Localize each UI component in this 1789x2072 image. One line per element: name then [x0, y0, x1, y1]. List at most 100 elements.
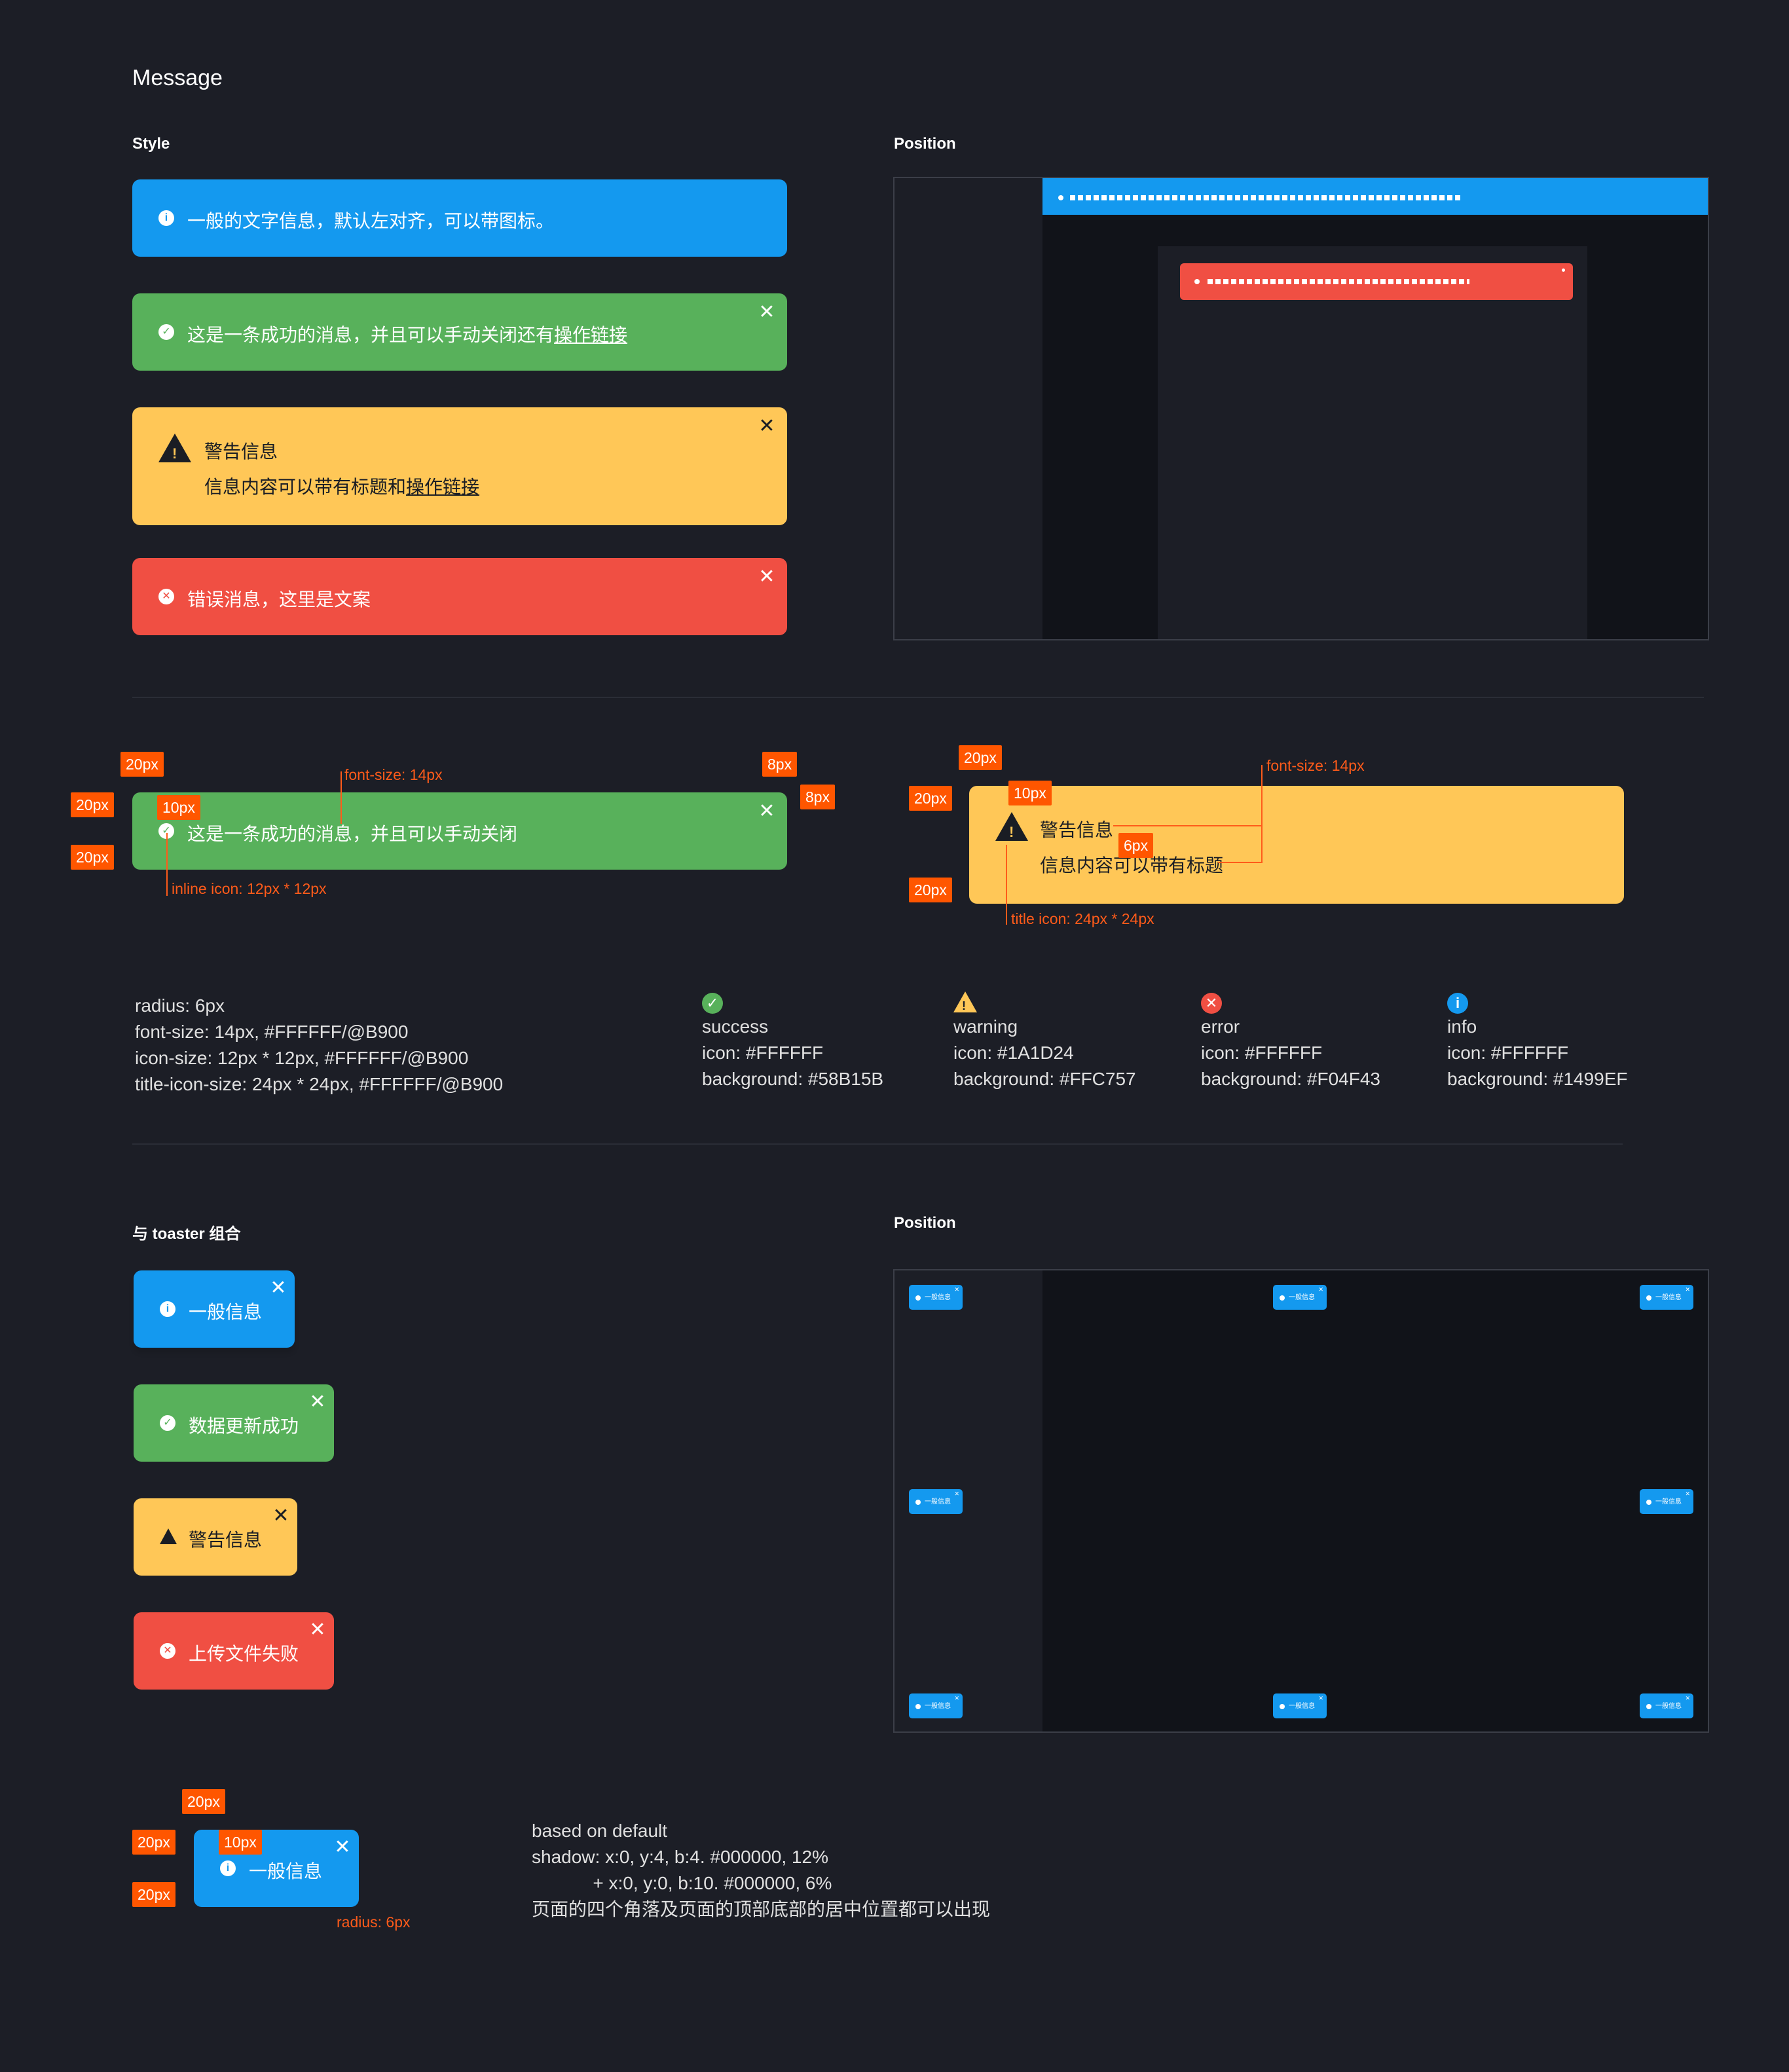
spec-tag-top: 20px: [182, 1789, 225, 1814]
icon-size-note: inline icon: 12px * 12px: [172, 880, 327, 897]
warning-action-link[interactable]: 操作链接: [406, 477, 480, 497]
mini-toast-top-left: 一般信息 ✕: [909, 1285, 963, 1310]
spec-warning-body: 信息内容可以带有标题: [1040, 855, 1224, 876]
spec-tag-right: 8px: [800, 785, 836, 809]
preview-top-banner: [1042, 178, 1708, 215]
success-message-text: 这是一条成功的消息，并且可以手动关闭还有操作链接: [187, 325, 628, 345]
error-placeholder-close: [1562, 268, 1565, 272]
success-specs: success icon: #FFFFFF background: #58B15…: [702, 1016, 884, 1089]
close-icon[interactable]: ✕: [270, 1277, 287, 1299]
font-size-leader-h: [1113, 825, 1263, 826]
spec-toast: i 一般信息 ✕: [194, 1830, 359, 1907]
toast-warning-text: 警告信息: [189, 1530, 263, 1550]
preview-sidebar: [894, 178, 1042, 639]
spec-tag-bottom: 20px: [71, 845, 114, 870]
spec-tag-icon-gap: 10px: [157, 795, 200, 820]
warning-title: 警告信息: [204, 441, 278, 462]
close-icon[interactable]: ✕: [758, 566, 775, 587]
info-icon: i: [158, 210, 174, 226]
spec-tag-bottom: 20px: [909, 878, 952, 902]
error-icon: ✕: [160, 1643, 175, 1659]
radius-note: radius: 6px: [337, 1914, 411, 1931]
close-icon[interactable]: ✕: [272, 1505, 289, 1526]
mini-toast-bottom-left: 一般信息 ✕: [909, 1693, 963, 1718]
font-size-note: font-size: 14px: [1266, 757, 1365, 774]
spec-warning-title: 警告信息: [1040, 820, 1114, 840]
close-icon[interactable]: ✕: [309, 1619, 326, 1640]
mini-toast-top-right: 一般信息 ✕: [1640, 1285, 1693, 1310]
font-size-note: font-size: 14px: [344, 766, 443, 783]
warning-icon-mark: !: [172, 445, 177, 462]
info-icon: i: [220, 1860, 236, 1876]
warning-body: 信息内容可以带有标题和操作链接: [204, 477, 480, 497]
toast-warning: 警告信息 ✕: [134, 1498, 297, 1576]
warning-icon: [160, 1528, 177, 1544]
check-icon: ✓: [160, 1415, 175, 1431]
spec-toast-text: 一般信息: [249, 1861, 323, 1881]
toast-error: ✕ 上传文件失败 ✕: [134, 1612, 334, 1690]
mini-toast-middle-right: 一般信息 ✕: [1640, 1489, 1693, 1514]
close-icon[interactable]: ✕: [758, 415, 775, 437]
warning-specs: warning icon: #1A1D24 background: #FFC75…: [953, 1016, 1136, 1089]
close-icon[interactable]: ✕: [334, 1836, 351, 1858]
preview-content-area: [1158, 246, 1587, 639]
section-divider: [132, 1143, 1623, 1145]
close-icon[interactable]: ✕: [758, 800, 775, 822]
warning-message: ! 警告信息 信息内容可以带有标题和操作链接 ✕: [132, 407, 787, 525]
success-icon: ✓: [702, 993, 723, 1014]
spec-success-text: 这是一条成功的消息，并且可以手动关闭: [187, 824, 518, 844]
error-icon: ✕: [158, 589, 174, 604]
toast-success-text: 数据更新成功: [189, 1416, 299, 1436]
info-icon: i: [160, 1301, 175, 1317]
title-icon-leader: [1006, 845, 1007, 925]
toaster-position-label: Position: [894, 1214, 956, 1232]
error-placeholder-text: [1208, 279, 1469, 284]
error-message: ✕ 错误消息，这里是文案 ✕: [132, 558, 787, 635]
spec-tag-right-top: 8px: [762, 752, 798, 777]
section-divider: [132, 697, 1704, 698]
success-message: ✓ 这是一条成功的消息，并且可以手动关闭还有操作链接 ✕: [132, 293, 787, 371]
spec-tag-icon-gap: 10px: [219, 1830, 262, 1855]
info-message-text: 一般的文字信息，默认左对齐，可以带图标。: [187, 211, 555, 231]
error-placeholder-dot: [1194, 279, 1200, 284]
warning-title-icon: [995, 812, 1028, 841]
icon-size-leader: [166, 833, 168, 896]
warning-icon: [953, 991, 977, 1012]
spec-tag-left: 20px: [71, 792, 114, 817]
mini-toast-top-center: 一般信息 ✕: [1273, 1285, 1327, 1310]
spec-tag-icon-gap: 10px: [1008, 781, 1052, 805]
banner-placeholder: [1058, 195, 1063, 200]
spec-tag-line-gap: 6px: [1118, 833, 1154, 858]
error-icon: ✕: [1201, 993, 1222, 1014]
error-message-text: 错误消息，这里是文案: [187, 589, 371, 610]
general-specs: radius: 6px font-size: 14px, #FFFFFF/@B9…: [135, 995, 504, 1094]
info-message: i 一般的文字信息，默认左对齐，可以带图标。: [132, 179, 787, 257]
toaster-section-label: 与 toaster 组合: [132, 1225, 241, 1243]
position-section-label: Position: [894, 135, 956, 153]
spec-success-message: ✓ 这是一条成功的消息，并且可以手动关闭 ✕: [132, 792, 787, 870]
success-action-link[interactable]: 操作链接: [554, 325, 628, 345]
warning-title-icon: [158, 434, 191, 462]
info-specs: info icon: #FFFFFF background: #1499EF: [1447, 1016, 1628, 1089]
title-icon-note: title icon: 24px * 24px: [1011, 910, 1154, 927]
font-size-leader: [341, 771, 342, 824]
error-specs: error icon: #FFFFFF background: #F04F43: [1201, 1016, 1380, 1089]
check-icon: ✓: [158, 823, 174, 839]
font-size-leader-h2: [1218, 862, 1263, 863]
spec-warning-message: ! 警告信息 信息内容可以带有标题: [969, 786, 1624, 904]
warning-icon-mark: !: [962, 999, 966, 1012]
toast-info: i 一般信息 ✕: [134, 1270, 295, 1348]
close-icon[interactable]: ✕: [309, 1391, 326, 1413]
close-icon[interactable]: ✕: [758, 301, 775, 323]
position-preview-top: [893, 177, 1709, 640]
font-size-leader: [1261, 765, 1263, 863]
toast-success: ✓ 数据更新成功 ✕: [134, 1384, 334, 1462]
preview-error-message: [1180, 263, 1573, 300]
mini-toast-middle-left: 一般信息 ✕: [909, 1489, 963, 1514]
mini-toast-bottom-center: 一般信息 ✕: [1273, 1693, 1327, 1718]
spec-tag-bottom: 20px: [132, 1882, 175, 1907]
info-icon: i: [1447, 993, 1468, 1014]
spec-tag-top: 20px: [959, 745, 1002, 770]
toast-info-text: 一般信息: [189, 1302, 263, 1322]
check-icon: ✓: [158, 324, 174, 340]
